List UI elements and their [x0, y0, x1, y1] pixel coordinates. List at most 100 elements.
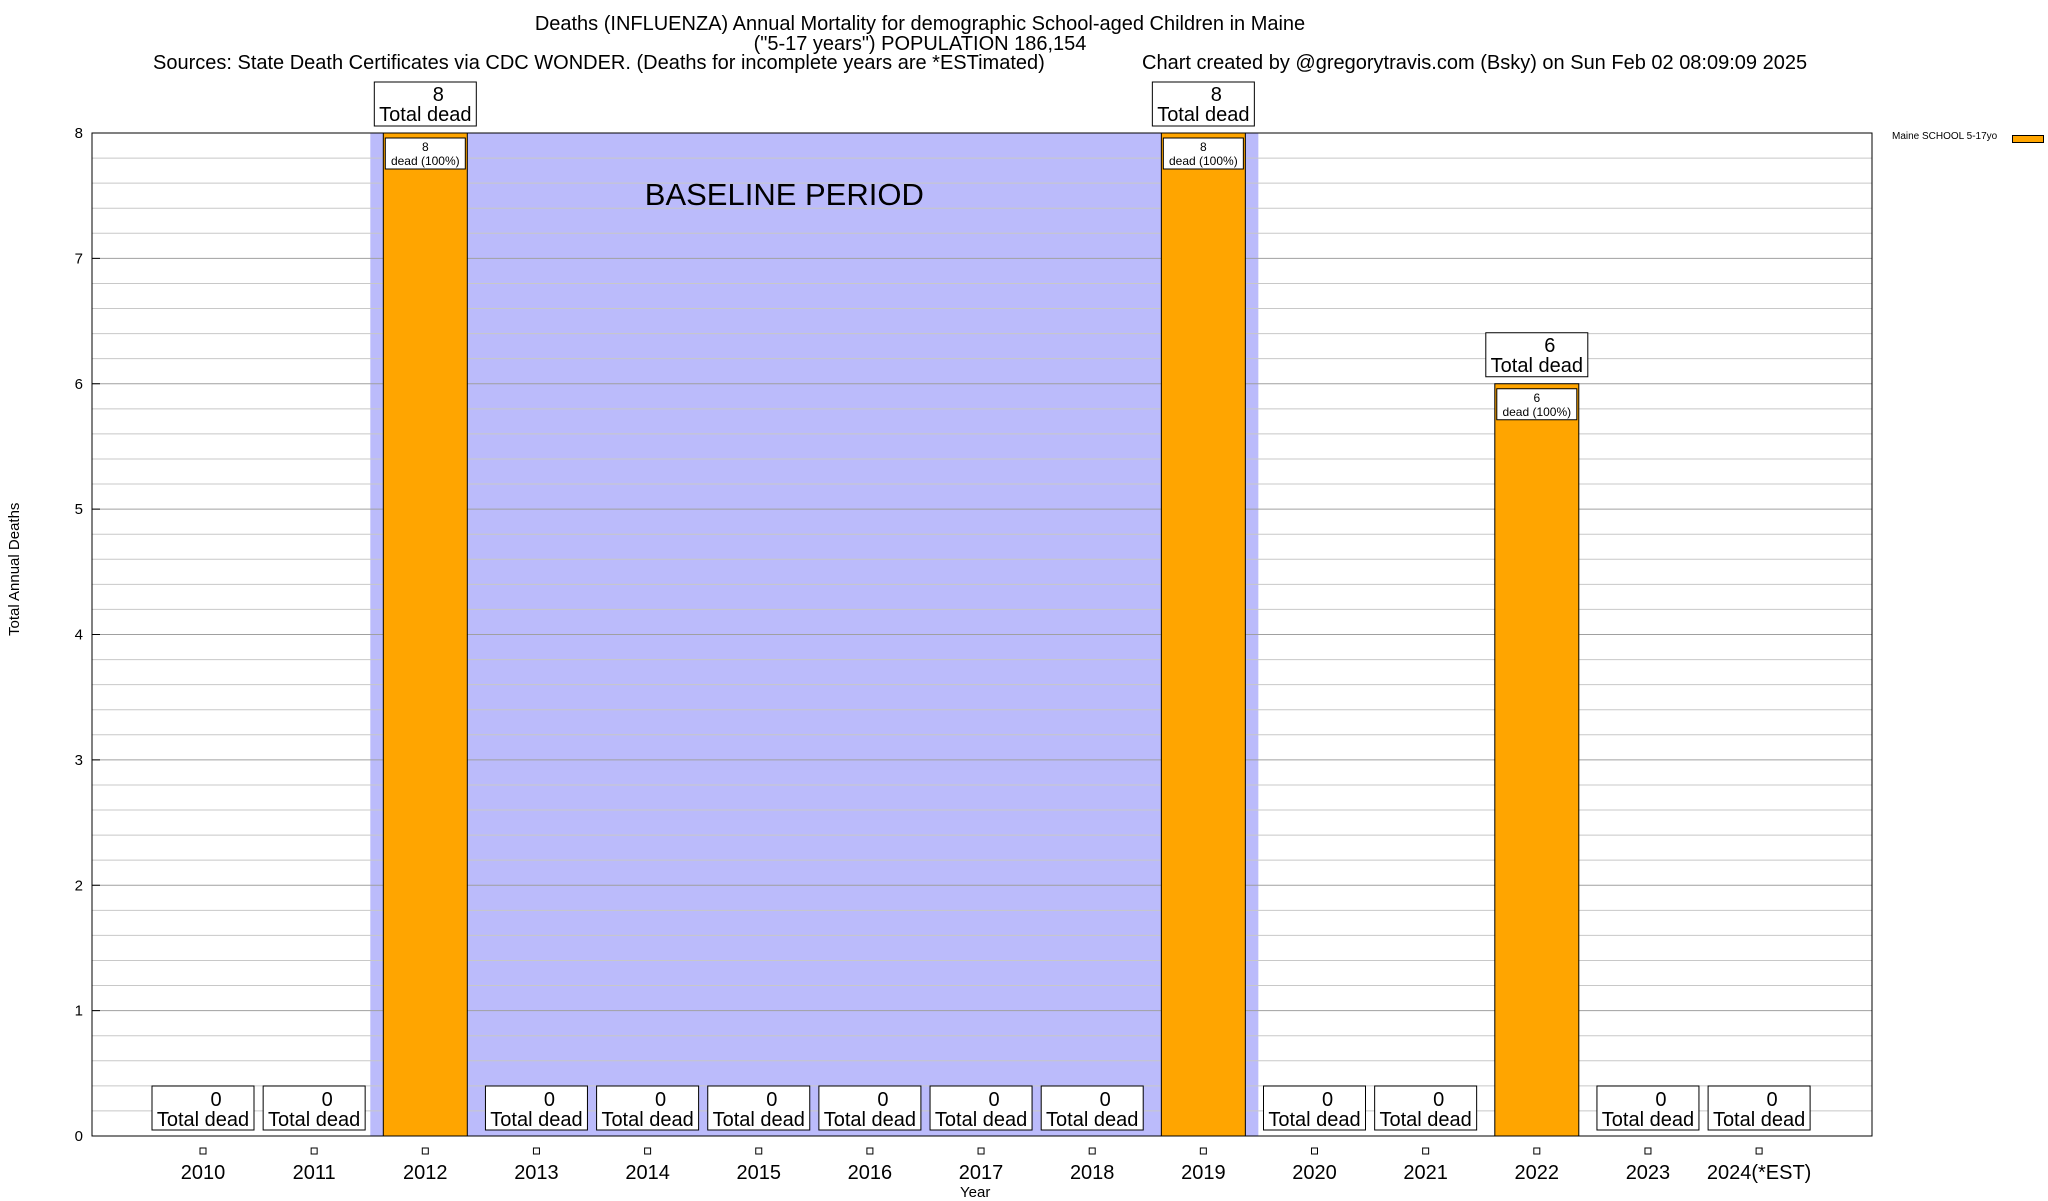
total-label-text: Total dead — [1602, 1109, 1694, 1131]
x-tick-label: 2014 — [625, 1162, 670, 1184]
total-label-box — [373, 81, 477, 127]
bar — [382, 132, 468, 1137]
total-label-text: Total dead — [824, 1109, 916, 1131]
total-label-value: 0 — [655, 1089, 666, 1111]
total-label-value: 6 — [1544, 335, 1555, 357]
chart-title-line2: ("5-17 years") POPULATION 186,154 — [753, 33, 1087, 55]
inner-label-text: dead (100%) — [391, 154, 460, 168]
total-label-value: 0 — [1100, 1089, 1111, 1111]
total-label-box — [929, 1085, 1033, 1131]
x-tick-label: 2018 — [1070, 1162, 1115, 1184]
total-label-text: Total dead — [1157, 104, 1249, 126]
x-tick-label: 2023 — [1626, 1162, 1671, 1184]
total-label-box — [262, 1085, 366, 1131]
inner-label-box — [1496, 388, 1578, 421]
total-label-text: Total dead — [713, 1109, 805, 1131]
total-label-box — [818, 1085, 922, 1131]
baseline-label: BASELINE PERIOD — [645, 177, 924, 212]
x-tick-marker — [755, 1147, 763, 1155]
total-label-value: 8 — [1211, 84, 1222, 106]
x-tick-marker — [1644, 1147, 1652, 1155]
total-label-box — [1485, 332, 1589, 378]
y-tick-label: 0 — [75, 1128, 83, 1145]
total-label-box — [596, 1085, 700, 1131]
legend-swatch — [2012, 135, 2044, 143]
y-tick-label: 4 — [75, 627, 83, 644]
inner-label-value: 6 — [1533, 391, 1540, 405]
inner-label-value: 8 — [1200, 140, 1207, 154]
x-tick-label: 2015 — [737, 1162, 782, 1184]
x-tick-label: 2022 — [1515, 1162, 1560, 1184]
legend-entry-label: Maine SCHOOL 5-17yo — [1892, 131, 1998, 142]
x-tick-label: 2021 — [1403, 1162, 1448, 1184]
total-label-box — [1374, 1085, 1478, 1131]
total-label-value: 0 — [1655, 1089, 1666, 1111]
inner-label-box — [1162, 137, 1244, 170]
total-label-text: Total dead — [601, 1109, 693, 1131]
total-label-text: Total dead — [379, 104, 471, 126]
bar — [1160, 132, 1246, 1137]
y-axis-label: Total Annual Deaths — [6, 502, 23, 636]
total-label-text: Total dead — [1713, 1109, 1805, 1131]
total-label-value: 0 — [766, 1089, 777, 1111]
total-label-text: Total dead — [157, 1109, 249, 1131]
total-label-box — [151, 1085, 255, 1131]
total-label-value: 0 — [210, 1089, 221, 1111]
y-tick-label: 3 — [75, 752, 83, 769]
x-tick-marker — [421, 1147, 429, 1155]
x-tick-marker — [866, 1147, 874, 1155]
inner-label-box — [384, 137, 466, 170]
x-axis-label: Year — [960, 1184, 991, 1201]
total-label-box — [484, 1085, 588, 1131]
total-label-box — [1263, 1085, 1366, 1131]
total-label-value: 0 — [1767, 1089, 1778, 1111]
total-label-value: 0 — [322, 1089, 333, 1111]
inner-label-text: dead (100%) — [1169, 154, 1238, 168]
chart-sources: Sources: State Death Certificates via CD… — [153, 52, 1045, 74]
y-tick-label: 8 — [75, 125, 83, 142]
x-tick-marker — [644, 1147, 652, 1155]
x-tick-label: 2011 — [293, 1162, 336, 1184]
x-tick-marker — [199, 1147, 207, 1155]
x-tick-label: 2013 — [514, 1162, 559, 1184]
x-tick-marker — [1088, 1147, 1096, 1155]
total-label-box — [1151, 81, 1255, 127]
x-tick-marker — [1533, 1147, 1541, 1155]
chart-credit: Chart created by @gregorytravis.com (Bsk… — [1142, 52, 1808, 74]
y-tick-label: 5 — [75, 501, 83, 518]
total-label-text: Total dead — [1380, 1109, 1472, 1131]
total-label-text: Total dead — [935, 1109, 1027, 1131]
y-tick-label: 7 — [75, 250, 83, 267]
total-label-box — [707, 1085, 811, 1131]
inner-label-value: 8 — [422, 140, 429, 154]
x-tick-marker — [1311, 1147, 1318, 1155]
x-tick-label: 2017 — [959, 1162, 1004, 1184]
x-tick-marker — [1199, 1147, 1207, 1155]
x-tick-label: 2019 — [1181, 1162, 1226, 1184]
total-label-value: 0 — [877, 1089, 888, 1111]
total-label-box — [1040, 1085, 1144, 1131]
x-tick-marker — [1422, 1147, 1430, 1155]
total-label-box — [1596, 1085, 1700, 1131]
total-label-value: 8 — [433, 84, 444, 106]
total-label-text: Total dead — [268, 1109, 360, 1131]
x-tick-marker — [977, 1147, 985, 1155]
chart-title-line1: Deaths (INFLUENZA) Annual Mortality for … — [534, 13, 1306, 35]
total-label-text: Total dead — [1268, 1109, 1360, 1131]
y-tick-label: 6 — [75, 376, 83, 393]
y-tick-label: 2 — [75, 877, 83, 894]
total-label-text: Total dead — [1046, 1109, 1138, 1131]
x-tick-label: 2012 — [403, 1162, 448, 1184]
x-tick-marker — [1755, 1147, 1763, 1155]
x-tick-label: 2016 — [848, 1162, 893, 1184]
total-label-value: 0 — [1433, 1089, 1444, 1111]
x-tick-marker — [310, 1147, 318, 1155]
x-tick-marker — [532, 1147, 540, 1155]
inner-label-text: dead (100%) — [1502, 405, 1571, 419]
total-label-box — [1707, 1085, 1811, 1131]
total-label-value: 0 — [988, 1089, 999, 1111]
x-tick-label: 2024(*EST) — [1707, 1162, 1812, 1184]
x-tick-label: 2010 — [181, 1162, 226, 1184]
total-label-text: Total dead — [490, 1109, 582, 1131]
